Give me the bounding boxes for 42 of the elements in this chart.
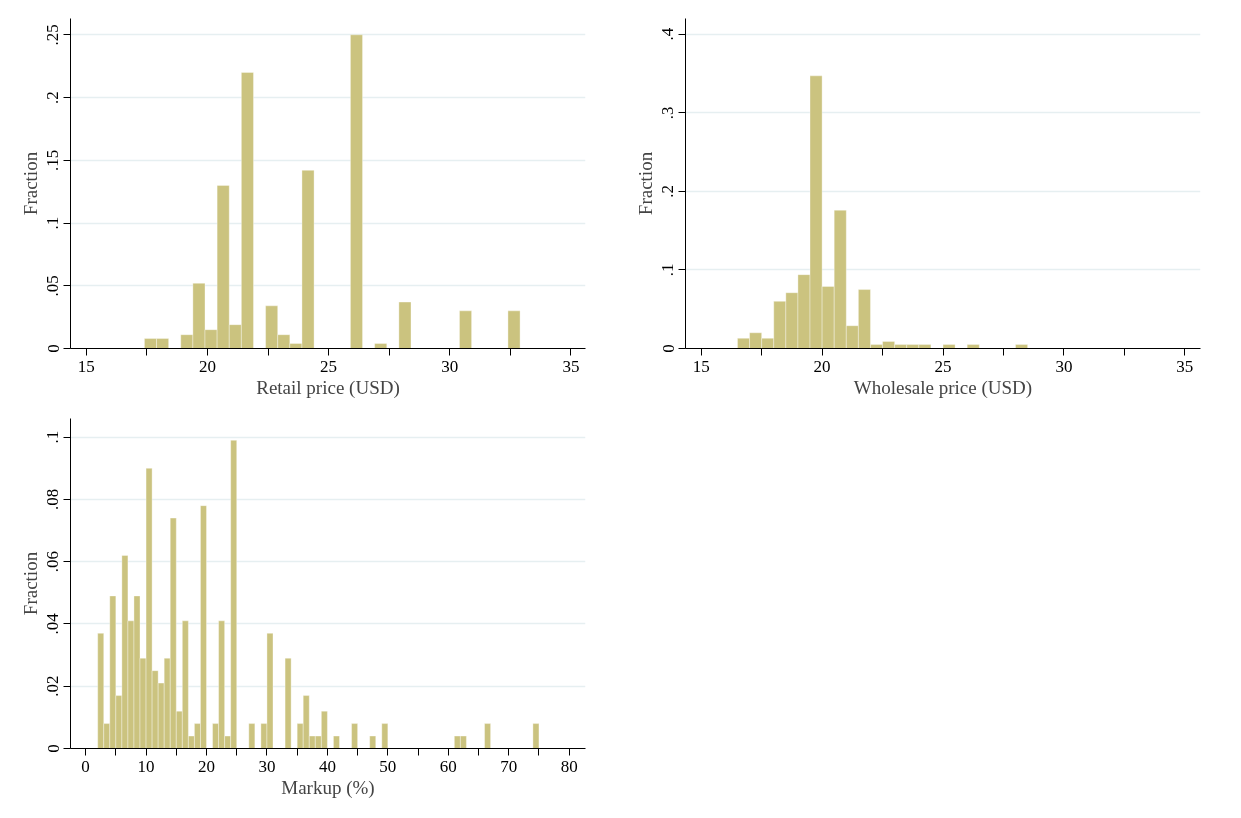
- y-tick-label: .08: [43, 488, 63, 511]
- y-tick-label: .1: [43, 216, 63, 230]
- y-tick-label: .2: [43, 91, 63, 104]
- x-tick-label: 80: [560, 756, 578, 776]
- y-tick-label: .04: [43, 612, 63, 635]
- x-tick-label: 20: [198, 356, 216, 376]
- y-tick-label: .2: [658, 184, 678, 198]
- x-axis-title: Wholesale price (USD): [853, 376, 1033, 399]
- y-tick-label: .4: [658, 27, 678, 41]
- y-tick-label: .1: [43, 430, 63, 444]
- x-tick-label: 30: [1055, 356, 1073, 376]
- x-tick-label: 30: [441, 356, 459, 376]
- x-tick-label: 15: [692, 356, 710, 376]
- x-tick-label: 0: [81, 756, 90, 776]
- y-tick-label: .06: [43, 551, 63, 573]
- x-tick-label: 35: [1176, 356, 1194, 376]
- y-tick-label: 0: [43, 344, 63, 353]
- y-tick-label: 0: [658, 344, 678, 353]
- y-axis-title: Fraction: [19, 551, 41, 616]
- x-axis-title: Markup (%): [281, 776, 375, 799]
- y-tick-label: .02: [43, 675, 63, 697]
- x-tick-label: 35: [562, 356, 580, 376]
- y-tick-label: .1: [658, 263, 678, 277]
- x-tick-label: 40: [318, 756, 336, 776]
- x-axis-title: Retail price (USD): [256, 376, 400, 399]
- y-axis-title: Fraction: [19, 151, 41, 216]
- y-axis-title: Fraction: [634, 151, 656, 216]
- y-tick-label: 0: [43, 744, 63, 753]
- y-tick-label: .15: [43, 149, 63, 171]
- x-tick-label: 20: [813, 356, 831, 376]
- x-tick-label: 15: [77, 356, 95, 376]
- y-tick-label: .25: [43, 24, 63, 46]
- x-tick-label: 10: [137, 756, 155, 776]
- x-tick-label: 70: [500, 756, 518, 776]
- y-tick-label: .05: [43, 275, 63, 297]
- x-tick-label: 25: [934, 356, 952, 376]
- x-tick-label: 25: [320, 356, 338, 376]
- x-tick-label: 60: [439, 756, 457, 776]
- x-tick-label: 30: [258, 756, 276, 776]
- x-tick-label: 50: [379, 756, 397, 776]
- x-tick-label: 20: [198, 756, 215, 776]
- y-tick-label: .3: [658, 106, 678, 120]
